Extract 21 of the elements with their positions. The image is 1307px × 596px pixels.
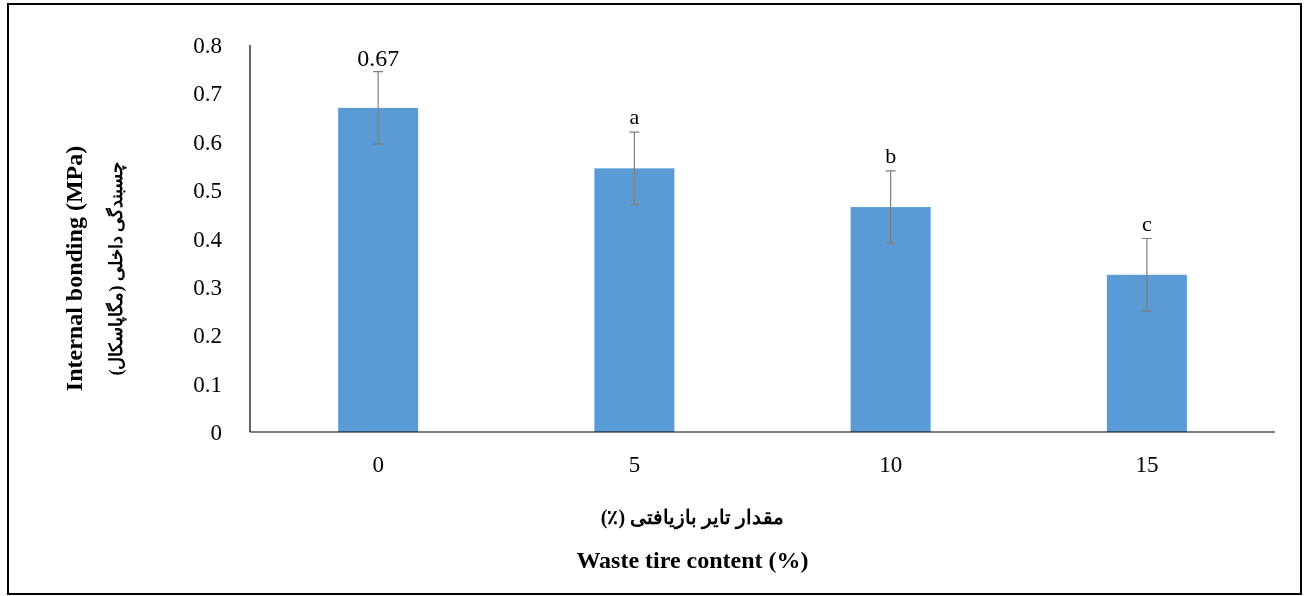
x-tick-label: 5 (628, 452, 641, 477)
annotation: c (1141, 210, 1152, 236)
y-tick-label: 0.5 (193, 178, 222, 204)
y-tick-label: 0.1 (193, 371, 222, 397)
y-tick-label: 0.3 (193, 274, 222, 300)
data-label: 0.67 (357, 44, 400, 71)
bar (850, 207, 931, 432)
x-tick-label: 0 (372, 452, 384, 477)
y-tick-label: 0.2 (193, 323, 222, 349)
y-tick-label: 0 (210, 420, 222, 445)
annotation: b (885, 142, 897, 168)
y-tick-label: 0.6 (193, 129, 222, 155)
annotation: a (629, 104, 640, 130)
y-tick-label: 0.7 (193, 81, 222, 107)
x-tick-label: 15 (1135, 452, 1159, 477)
y-tick-label: 0.4 (193, 226, 223, 252)
y-tick-label: 0.8 (193, 33, 222, 58)
bar (594, 168, 675, 432)
x-tick-label: 10 (879, 452, 903, 477)
bar (1106, 274, 1187, 432)
bar (338, 107, 419, 432)
